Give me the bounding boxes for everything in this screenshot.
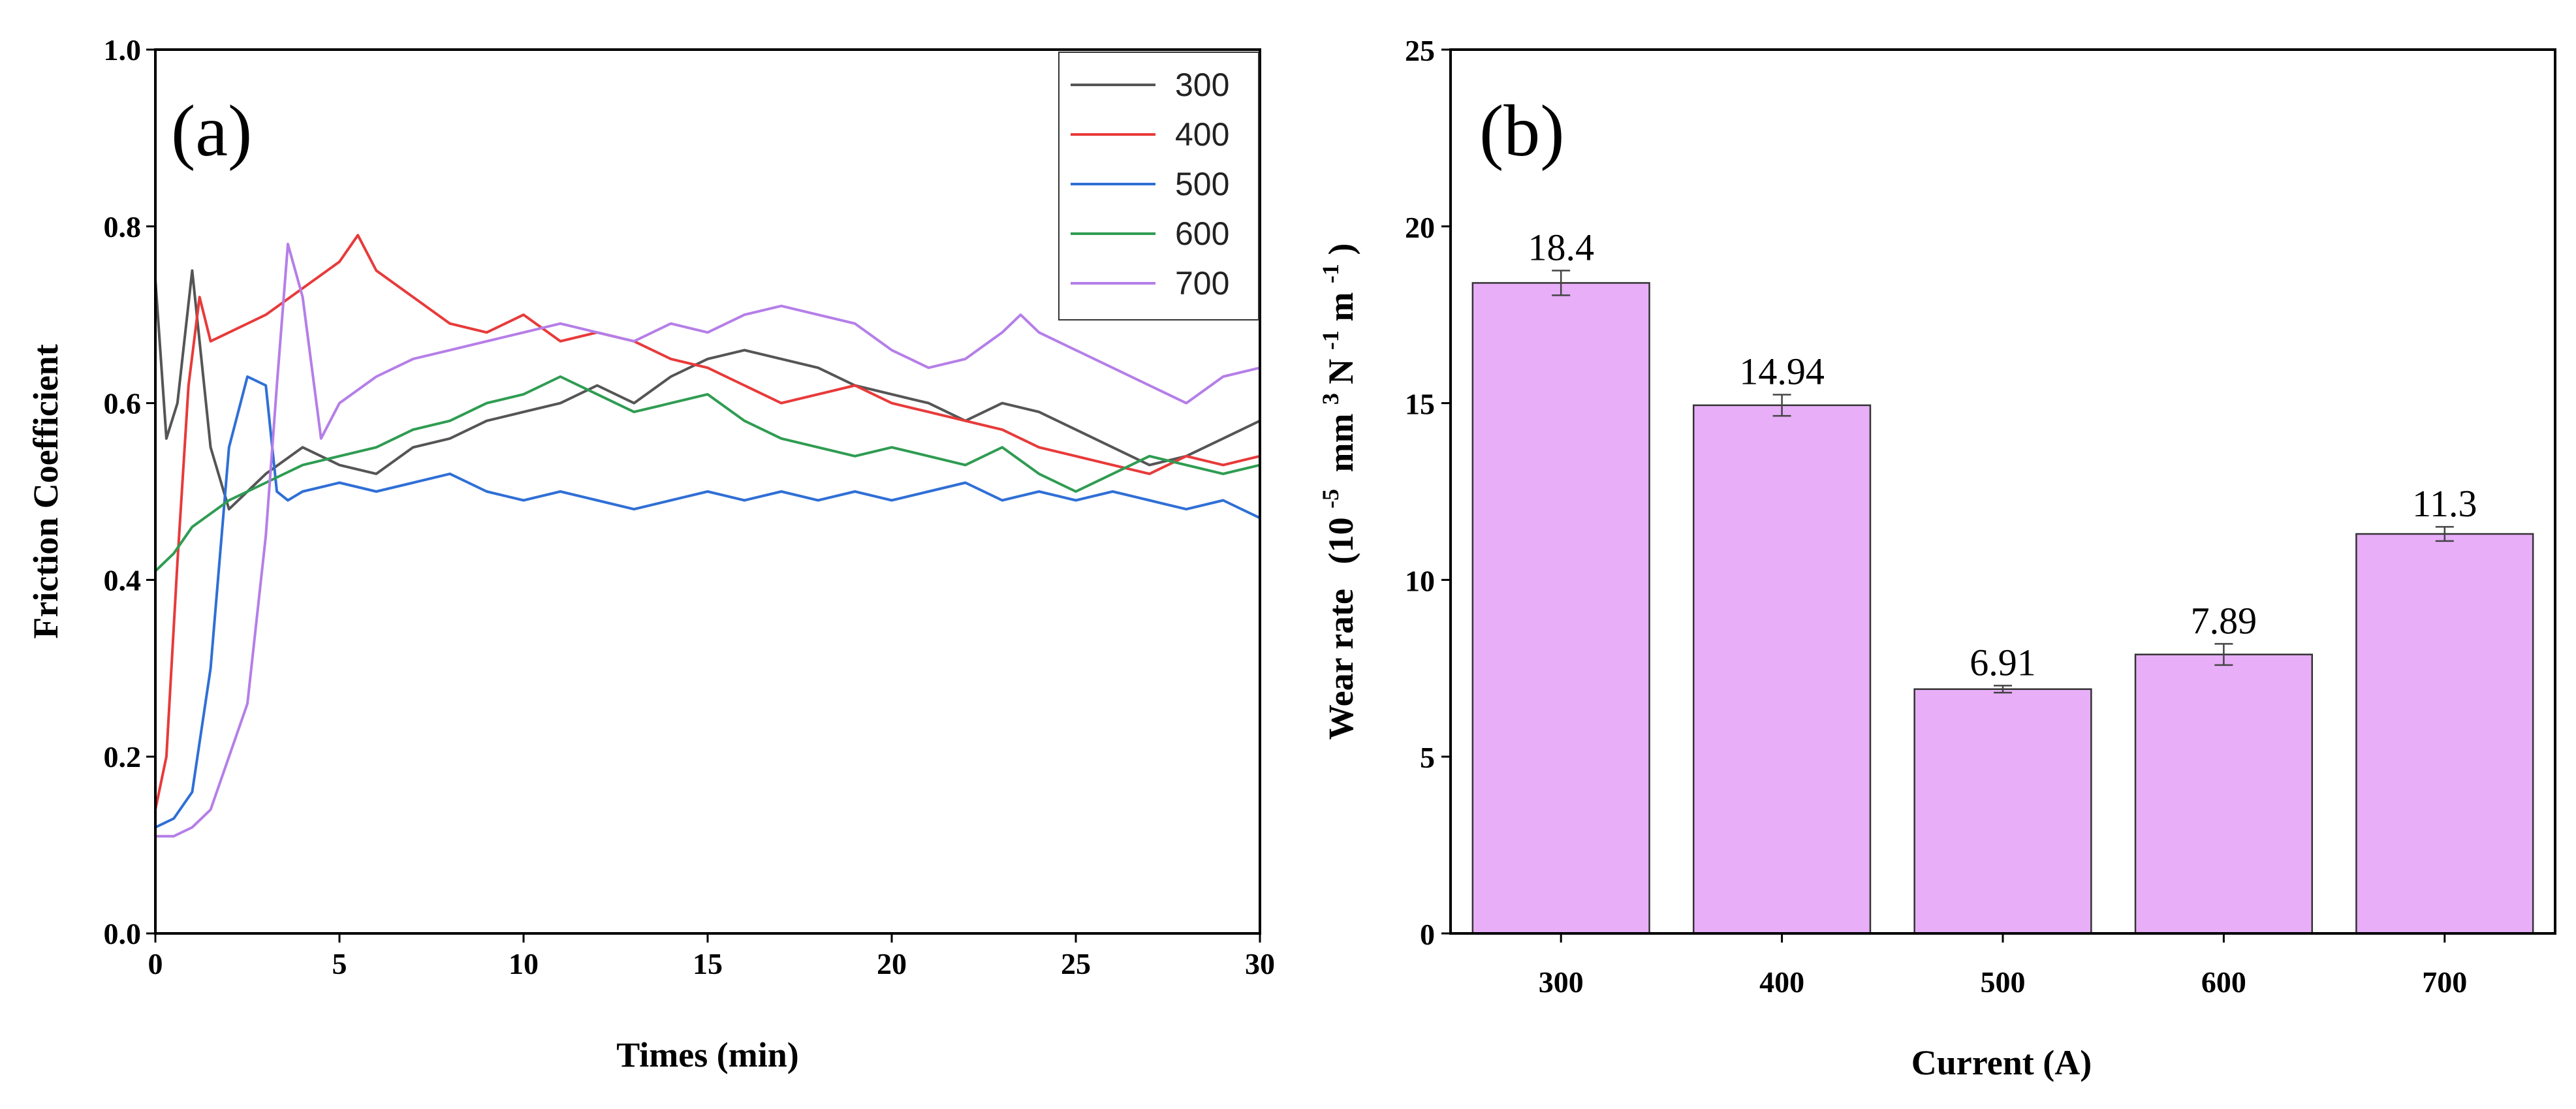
panel-a-series-lines: [154, 234, 1261, 838]
bar-300: [1471, 282, 1650, 935]
bar-700: [2355, 533, 2534, 935]
x-tick-label: 25: [1061, 947, 1091, 980]
data-label-500: 6.91: [1970, 641, 2036, 683]
ylabel-units-open: (10: [1321, 518, 1360, 565]
x-tick-label: 15: [693, 947, 723, 980]
y-tick-label: 15: [1405, 388, 1435, 421]
data-label-600: 7.89: [2191, 599, 2257, 642]
y-tick-label: 5: [1420, 741, 1435, 774]
legend-label-300: 300: [1175, 67, 1229, 103]
panel-b-ticks: 0 5 10 15 20 25 300 400 500 600 700: [1405, 34, 2467, 999]
data-label-400: 14.94: [1739, 351, 1825, 393]
ylabel-units-mm: mm: [1321, 414, 1360, 473]
y-tick-label: 0.0: [104, 917, 142, 950]
y-tick-label: 0: [1420, 918, 1435, 951]
panel-a-y-axis-title: Friction Coefficient: [26, 344, 65, 638]
legend-box: [1058, 52, 1259, 320]
y-tick-label: 0.4: [104, 563, 142, 597]
series-line-400: [154, 234, 1261, 810]
ylabel-exp4: -1: [1317, 264, 1343, 283]
x-tick-label-300: 300: [1539, 965, 1584, 999]
panel-b-bars: 18.4 14.94 6.91 7.89 11.3: [1471, 226, 2534, 935]
panel-a-line-chart: 0 5 10 15 20 25 30 0.0 0.2 0.4 0.6 0.8 1.0 (a) Times…: [26, 33, 1275, 1074]
legend-label-700: 700: [1175, 265, 1229, 302]
x-tick-label: 30: [1245, 947, 1275, 980]
ylabel-main: Wear rate: [1321, 589, 1360, 740]
ylabel-units-n: N: [1321, 359, 1360, 384]
y-tick-label: 0.6: [104, 387, 142, 420]
data-label-300: 18.4: [1528, 226, 1594, 269]
x-tick-label-400: 400: [1759, 965, 1804, 999]
panel-b-bar-chart: 18.4 14.94 6.91 7.89 11.3 0 5 10 15 20 25 300 400 50…: [1307, 34, 2556, 1082]
x-tick-label: 20: [877, 947, 907, 980]
series-line-700: [155, 242, 1261, 838]
legend-label-600: 600: [1175, 215, 1229, 252]
y-tick-label: 25: [1405, 34, 1435, 67]
series-line-500: [155, 375, 1261, 829]
bar-600: [2134, 653, 2314, 935]
y-tick-label: 0.8: [104, 210, 142, 243]
x-tick-label: 10: [509, 947, 539, 980]
legend-label-500: 500: [1175, 166, 1229, 202]
y-tick-label: 1.0: [104, 33, 142, 67]
bar-400: [1692, 404, 1872, 935]
panel-a-ticks: 0 5 10 15 20 25 30 0.0 0.2 0.4 0.6 0.8 1.0: [104, 33, 1276, 980]
x-tick-label-700: 700: [2422, 965, 2467, 999]
data-label-700: 11.3: [2412, 482, 2477, 525]
ylabel-units-m: m: [1321, 292, 1360, 322]
ylabel-exp2: 3: [1317, 393, 1343, 405]
series-line-600: [154, 375, 1261, 572]
y-tick-label: 20: [1405, 211, 1435, 244]
bar-500: [1913, 688, 2092, 935]
y-tick-label: 0.2: [104, 740, 142, 773]
legend-label-400: 400: [1175, 116, 1229, 153]
panel-a-x-axis-title: Times (min): [616, 1035, 799, 1074]
panel-a-label: (a): [171, 91, 252, 172]
ylabel-close: ): [1321, 243, 1360, 255]
ylabel-exp1: -5: [1317, 489, 1343, 508]
ylabel-exp3: -1: [1317, 330, 1343, 350]
panel-b-label: (b): [1479, 91, 1565, 172]
panel-a-legend: 300 400 500 600 700: [1058, 52, 1259, 320]
x-tick-label-500: 500: [1981, 965, 2026, 999]
y-tick-label: 10: [1405, 564, 1435, 597]
panel-b-y-axis-title: Wear rate (10 -5 mm 3 N -1 m -1 ): [1307, 243, 1360, 740]
x-tick-label-600: 600: [2201, 965, 2246, 999]
panel-b-x-axis-title: Current (A): [1911, 1043, 2092, 1082]
x-tick-label: 0: [148, 947, 163, 980]
x-tick-label: 5: [332, 947, 347, 980]
